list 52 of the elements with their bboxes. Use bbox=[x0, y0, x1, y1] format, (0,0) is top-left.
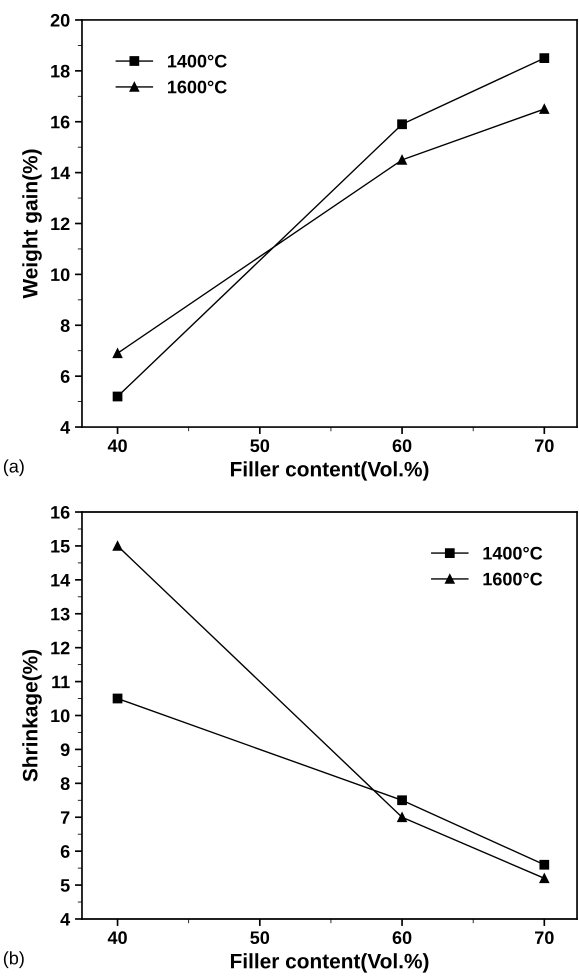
x-tick-label: 60 bbox=[392, 439, 412, 452]
y-tick-label: 11 bbox=[52, 676, 70, 688]
x-axis-title: Filler content(Vol.%) bbox=[230, 461, 428, 481]
y-tick-label: 4 bbox=[60, 913, 70, 926]
y-tick-label: 6 bbox=[60, 845, 70, 858]
y-tick-label: 12 bbox=[51, 642, 70, 654]
point bbox=[539, 104, 550, 114]
point bbox=[397, 155, 407, 165]
legend-label: 1400°C bbox=[168, 54, 227, 68]
x-axis-title: Filler content(Vol.%) bbox=[230, 953, 428, 973]
y-tick-label: 20 bbox=[50, 14, 70, 27]
y-tick-label: 16 bbox=[51, 116, 70, 128]
x-tick-label: 50 bbox=[250, 931, 270, 944]
point bbox=[539, 860, 550, 870]
y-tick-label: 12 bbox=[51, 217, 70, 230]
point bbox=[397, 795, 407, 806]
y-tick-label: 16 bbox=[51, 506, 70, 519]
y-tick-label: 14 bbox=[51, 166, 70, 180]
point bbox=[112, 348, 122, 358]
y-axis-title: Shrinkage(%) bbox=[22, 650, 42, 782]
x-tick-label: 70 bbox=[535, 439, 554, 452]
text: (b) bbox=[4, 951, 24, 968]
x-tick-label: 40 bbox=[108, 931, 127, 944]
y-tick-label: 9 bbox=[60, 743, 70, 756]
y-tick-label: 4 bbox=[60, 421, 70, 434]
point bbox=[539, 53, 550, 63]
y-tick-label: 8 bbox=[60, 319, 70, 332]
x-tick-label: 60 bbox=[392, 931, 412, 944]
y-tick-label: 15 bbox=[51, 540, 70, 553]
y-tick-label: 13 bbox=[51, 608, 70, 621]
y-tick-label: 18 bbox=[51, 64, 70, 78]
y-tick-label: 14 bbox=[51, 574, 70, 586]
y-tick-label: 10 bbox=[51, 268, 70, 282]
point bbox=[112, 392, 122, 402]
x-tick-label: 40 bbox=[108, 439, 127, 452]
y-tick-label: 6 bbox=[60, 370, 70, 383]
legend-label: 1400°C bbox=[483, 546, 542, 560]
y-tick-label: 5 bbox=[60, 879, 70, 892]
y-axis-title: Weight gain(%) bbox=[22, 150, 42, 299]
point bbox=[539, 873, 550, 884]
point bbox=[397, 119, 407, 130]
y-tick-label: 7 bbox=[60, 811, 70, 824]
x-tick-label: 70 bbox=[535, 931, 554, 944]
y-tick-label: 8 bbox=[60, 777, 70, 790]
point bbox=[397, 812, 407, 822]
point bbox=[112, 694, 122, 704]
text: (a) bbox=[4, 459, 24, 476]
legend-label: 1600°C bbox=[483, 572, 542, 586]
legend-label: 1600°C bbox=[168, 80, 227, 94]
x-tick-label: 50 bbox=[250, 439, 270, 452]
point bbox=[112, 541, 122, 551]
y-tick-label: 10 bbox=[51, 709, 70, 722]
